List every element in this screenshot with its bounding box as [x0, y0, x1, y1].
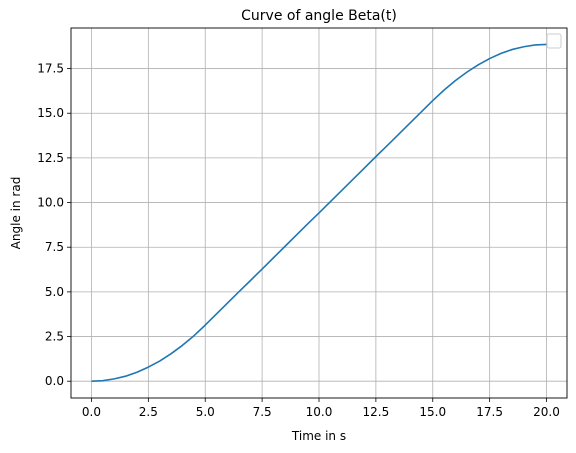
- x-tick-label: 2.5: [139, 405, 158, 419]
- y-tick-label: 17.5: [37, 62, 64, 76]
- y-tick-label: 5.0: [45, 285, 64, 299]
- y-tick-label: 10.0: [37, 196, 64, 210]
- y-tick-label: 7.5: [45, 240, 64, 254]
- x-tick-label: 10.0: [306, 405, 333, 419]
- series-layer: [91, 43, 547, 383]
- x-tick-label: 17.5: [476, 405, 503, 419]
- y-axis-label: Angle in rad: [9, 177, 23, 250]
- x-tick-label: 20.0: [533, 405, 560, 419]
- legend-box: [546, 33, 562, 49]
- y-tick-label: 15.0: [37, 106, 64, 120]
- x-axis-label: Time in s: [291, 429, 346, 443]
- y-tick-label: 12.5: [37, 151, 64, 165]
- x-ticks: 0.0 2.5 5.0 7.5 10.0 12.5 15.0 17.5 20.0: [82, 398, 560, 419]
- x-tick-label: 5.0: [196, 405, 215, 419]
- x-tick-label: 12.5: [363, 405, 390, 419]
- x-tick-label: 0.0: [82, 405, 101, 419]
- series-line: [91, 43, 547, 383]
- chart-title: Curve of angle Beta(t): [241, 8, 397, 24]
- x-tick-label: 15.0: [419, 405, 446, 419]
- y-ticks: 0.0 2.5 5.0 7.5 10.0 12.5 15.0 17.5: [37, 62, 71, 388]
- x-tick-label: 7.5: [253, 405, 272, 419]
- grid: [71, 28, 567, 398]
- y-tick-label: 0.0: [45, 374, 64, 388]
- y-tick-label: 2.5: [45, 330, 64, 344]
